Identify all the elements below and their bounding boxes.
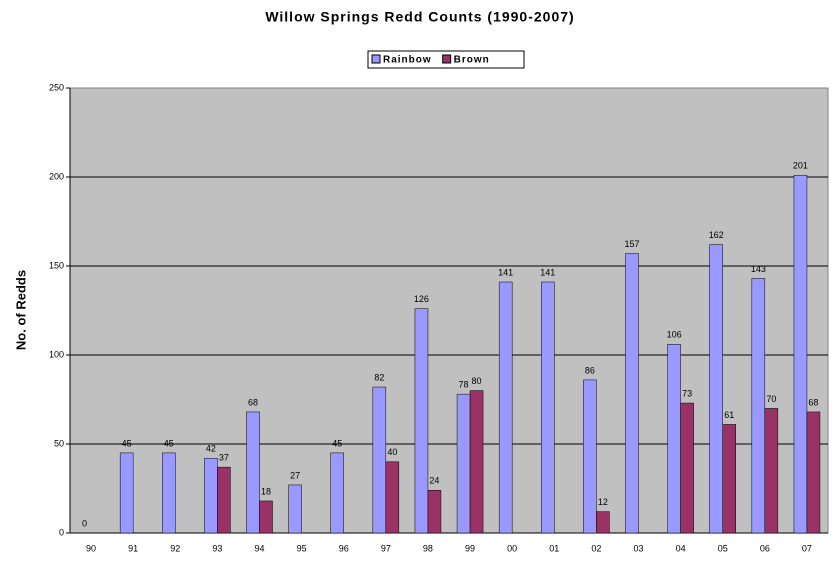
data-label: 24 [429, 476, 439, 486]
data-label: 162 [709, 230, 724, 240]
data-label: 45 [332, 438, 342, 448]
bar [583, 379, 597, 534]
x-tick-label: 03 [633, 543, 643, 553]
x-tick-label: 93 [212, 543, 222, 553]
data-label: 78 [459, 380, 469, 390]
data-label: 201 [793, 161, 808, 171]
data-label: 27 [290, 470, 300, 480]
bar [330, 452, 344, 534]
data-label: 45 [122, 438, 132, 448]
data-label: 126 [414, 294, 429, 304]
data-label: 73 [682, 388, 692, 398]
data-label: 12 [598, 497, 608, 507]
bar [385, 461, 400, 534]
y-tick-label: 100 [49, 349, 64, 359]
data-label: 68 [808, 397, 818, 407]
data-label: 141 [498, 267, 513, 277]
data-label: 143 [751, 264, 766, 274]
x-tick-label: 02 [591, 543, 601, 553]
data-label: 68 [248, 397, 258, 407]
y-tick-label: 50 [54, 438, 64, 448]
bar [709, 244, 723, 534]
data-label: 37 [219, 453, 229, 463]
x-tick-label: 98 [423, 543, 433, 553]
bar [414, 308, 429, 534]
legend-swatch [371, 54, 381, 64]
x-tick-label: 99 [465, 543, 475, 553]
bar [288, 484, 302, 534]
x-tick-label: 91 [128, 543, 138, 553]
bar [204, 457, 218, 534]
bar [456, 393, 471, 534]
x-tick-label: 04 [676, 543, 686, 553]
bar [541, 281, 555, 534]
bar [498, 281, 513, 534]
bar [680, 402, 694, 534]
bar [625, 253, 639, 534]
data-label: 70 [766, 394, 776, 404]
data-label: 0 [82, 518, 87, 528]
y-tick-label: 0 [59, 527, 64, 537]
legend-swatch [442, 54, 452, 64]
data-label: 106 [667, 330, 682, 340]
x-tick-label: 05 [718, 543, 728, 553]
x-tick-label: 00 [507, 543, 517, 553]
x-tick-label: 06 [760, 543, 770, 553]
y-axis-label: No. of Redds [13, 270, 28, 350]
x-tick-label: 95 [297, 543, 307, 553]
data-label: 82 [374, 372, 384, 382]
data-label: 45 [164, 438, 174, 448]
bar [764, 408, 779, 534]
data-label: 141 [540, 267, 555, 277]
bar [667, 344, 681, 534]
x-tick-label: 90 [86, 543, 96, 553]
data-label: 18 [261, 486, 271, 496]
x-tick-label: 07 [802, 543, 812, 553]
bar [246, 411, 260, 534]
data-label: 157 [624, 239, 639, 249]
bar [793, 174, 808, 534]
x-tick-label: 01 [549, 543, 559, 553]
data-label: 40 [387, 447, 397, 457]
x-tick-label: 96 [339, 543, 349, 553]
bar [751, 278, 766, 534]
bar [162, 452, 176, 534]
x-tick-label: 94 [254, 543, 264, 553]
data-label: 61 [724, 410, 734, 420]
y-tick-label: 150 [49, 260, 64, 270]
bar [722, 424, 736, 534]
legend-label: Rainbow [383, 55, 432, 66]
x-tick-label: 97 [381, 543, 391, 553]
bar [806, 411, 821, 534]
legend-label: Brown [454, 55, 490, 66]
x-tick-label: 92 [170, 543, 180, 553]
bar [469, 390, 484, 534]
bar [259, 500, 273, 534]
bar [596, 511, 610, 534]
data-label: 42 [206, 444, 216, 454]
bar [372, 386, 387, 534]
data-label: 86 [585, 365, 595, 375]
plot-area [69, 87, 829, 534]
bar [119, 452, 134, 534]
y-tick-label: 200 [49, 171, 64, 181]
bar [217, 466, 231, 534]
y-tick-label: 250 [49, 82, 64, 92]
chart-title: Willow Springs Redd Counts (1990-2007) [265, 9, 574, 25]
bar [427, 490, 442, 534]
data-label: 80 [472, 376, 482, 386]
